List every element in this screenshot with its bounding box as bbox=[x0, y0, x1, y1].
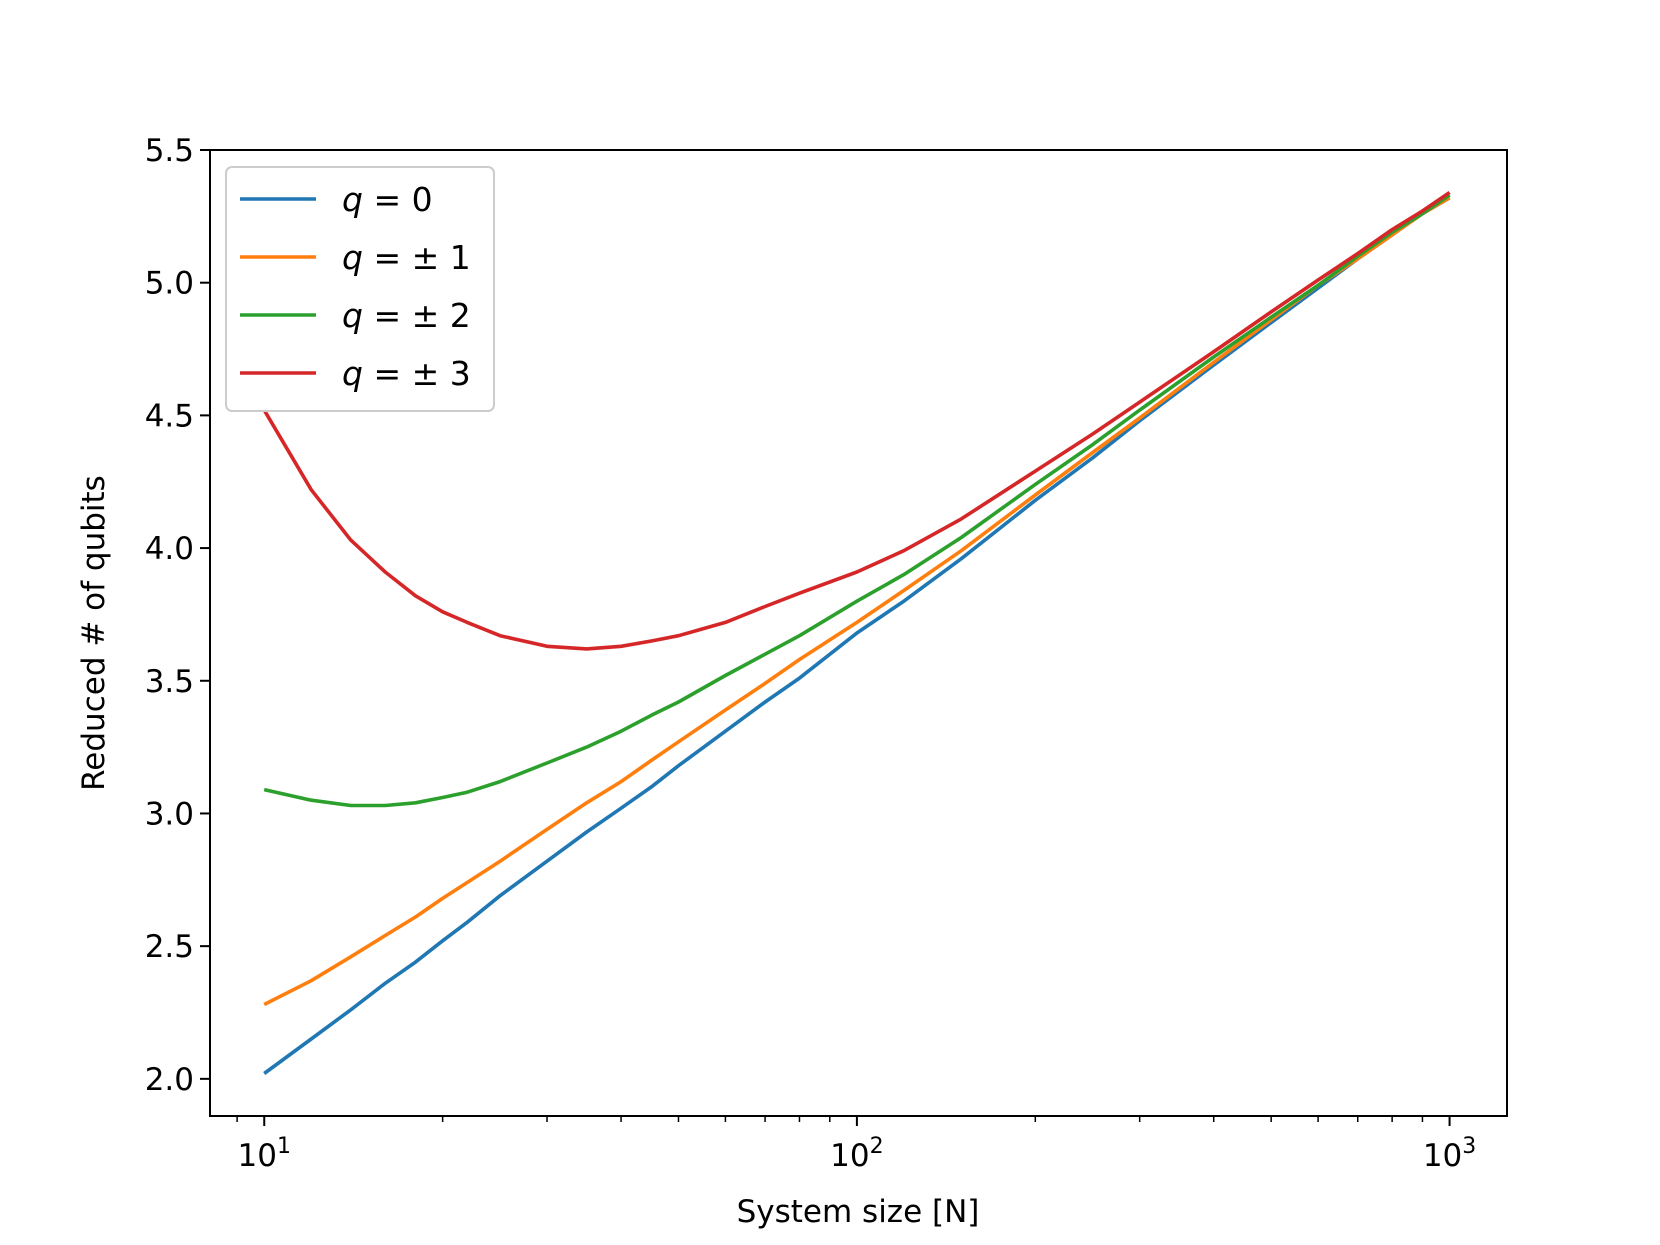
y-tick-label: 4.0 bbox=[145, 531, 194, 567]
x-tick-label: 103 bbox=[1423, 1134, 1476, 1174]
legend: q = 0 q = ± 1 q = ± 2 q = ± 3 bbox=[225, 166, 495, 412]
plot-frame bbox=[209, 149, 1508, 1117]
legend-label: q = ± 1 bbox=[342, 238, 471, 277]
x-tick-label: 101 bbox=[238, 1134, 291, 1174]
legend-label: q = 0 bbox=[342, 180, 433, 219]
x-axis-ticks: 101 102 103 bbox=[236, 1116, 1476, 1174]
legend-label: q = ± 3 bbox=[342, 354, 471, 393]
y-tick-label: 3.5 bbox=[145, 664, 194, 700]
y-axis-label: Reduced # of qubits bbox=[76, 475, 112, 791]
x-tick-label: 102 bbox=[830, 1134, 883, 1174]
x-axis-label: System size [N] bbox=[737, 1194, 980, 1230]
y-tick-label: 4.5 bbox=[145, 398, 194, 434]
series-line-0 bbox=[263, 196, 1451, 1075]
series-lines bbox=[262, 191, 1451, 1075]
y-tick-label: 2.5 bbox=[145, 929, 194, 965]
series-line-3 bbox=[262, 191, 1451, 651]
y-tick-label: 5.0 bbox=[145, 266, 194, 302]
y-tick-label: 5.5 bbox=[145, 133, 194, 169]
y-tick-label: 3.0 bbox=[145, 796, 194, 832]
y-axis-ticks: 2.0 2.5 3.0 3.5 4.0 4.5 5.0 5.5 bbox=[145, 133, 210, 1098]
legend-label: q = ± 2 bbox=[342, 296, 471, 335]
series-line-2 bbox=[263, 193, 1451, 808]
legend-box bbox=[225, 166, 495, 412]
y-tick-label: 2.0 bbox=[145, 1062, 194, 1098]
